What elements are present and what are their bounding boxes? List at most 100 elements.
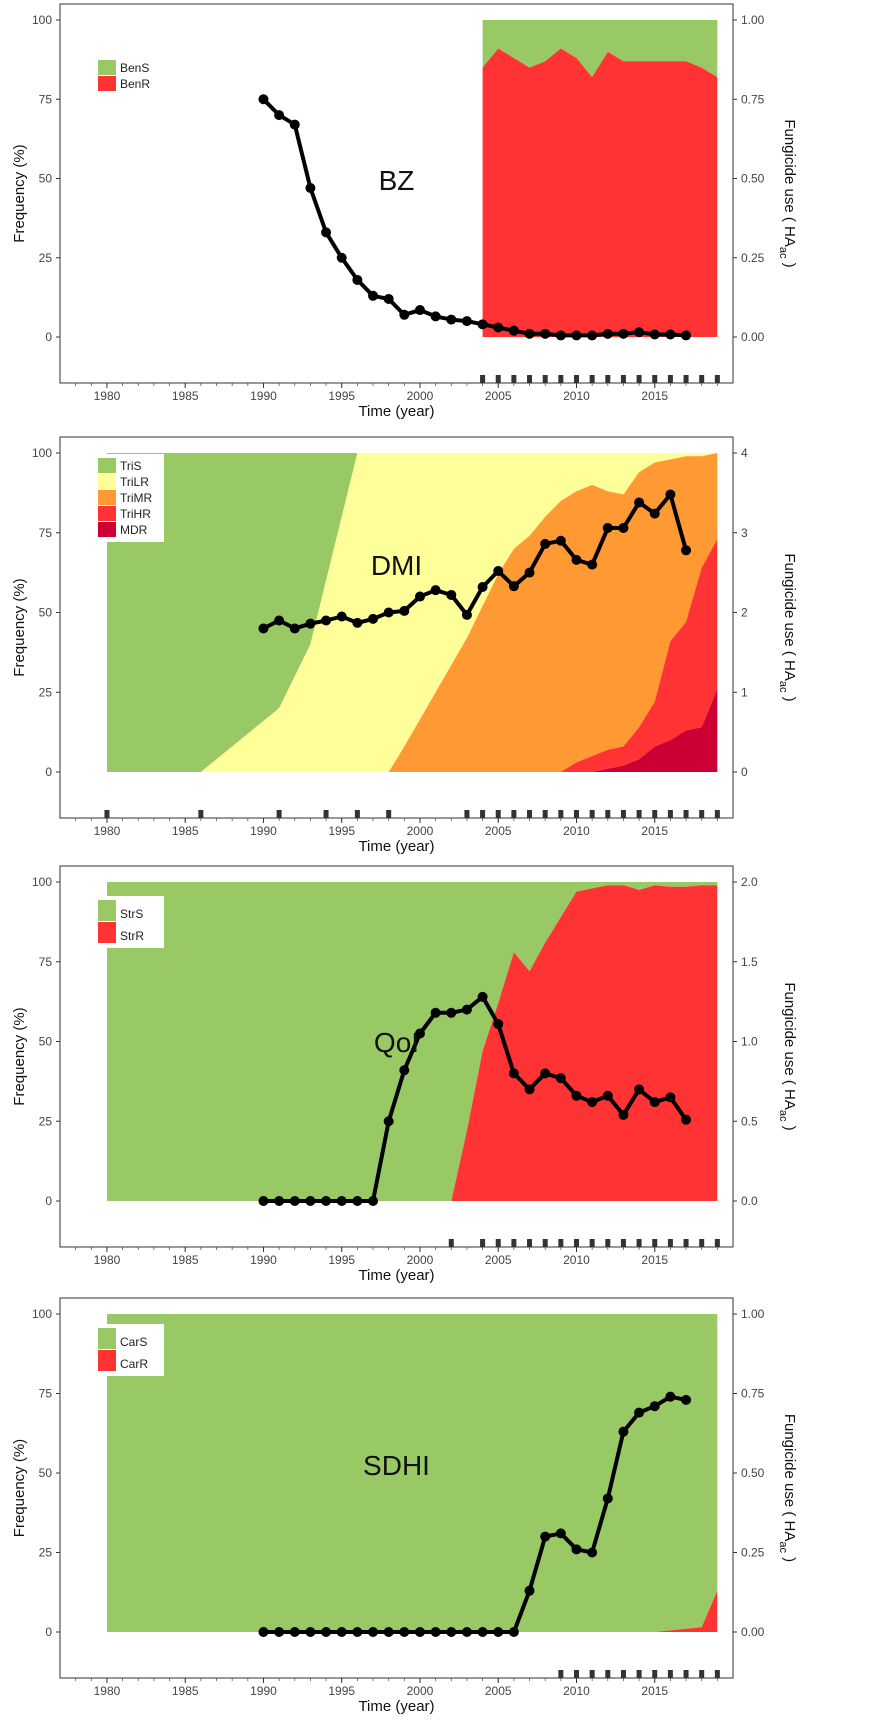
sdhi-y-axis-right-title-end: ) <box>781 1553 798 1562</box>
bz-usage-point <box>524 328 535 339</box>
dmi-ytick-right-label: 4 <box>741 446 748 460</box>
qoi-usage-point <box>352 1196 363 1206</box>
bz-y-axis-right-title-main: Fungicide use ( HA <box>781 119 798 247</box>
dmi-usage-point <box>618 522 629 533</box>
sdhi-xtick-label: 2010 <box>563 1684 590 1698</box>
sdhi-xtick-label: 2000 <box>407 1684 434 1698</box>
qoi-usage-point <box>634 1084 645 1095</box>
qoi-legend-swatch-strr <box>98 922 116 943</box>
qoi-ytick-right-label: 0.5 <box>741 1114 758 1128</box>
dmi-usage-point <box>571 554 582 565</box>
dmi-rug-mark <box>323 810 329 818</box>
dmi-usage-point <box>681 545 692 556</box>
sdhi-usage-point <box>368 1627 379 1637</box>
bz-legend-label-bens: BenS <box>120 61 149 75</box>
bz-ytick-right-label: 0.75 <box>741 92 765 106</box>
dmi-rug-mark <box>605 810 611 818</box>
qoi-rug-mark <box>667 1239 673 1247</box>
qoi-area-strs <box>107 882 718 1201</box>
dmi-usage-point <box>399 605 410 616</box>
dmi-rug-mark <box>620 810 626 818</box>
sdhi-x-axis-title: Time (year) <box>358 1698 434 1715</box>
bz-xtick-label: 1980 <box>94 389 121 403</box>
qoi-rug-mark <box>636 1239 642 1247</box>
bz-y-axis-title: Frequency (%) <box>11 144 28 242</box>
qoi-xtick-label: 1995 <box>328 1253 355 1267</box>
qoi-usage-point <box>321 1196 332 1206</box>
sdhi-usage-point <box>274 1627 285 1637</box>
qoi-rug-mark <box>589 1239 595 1247</box>
bz-rug-mark <box>527 375 533 383</box>
dmi-ytick-label: 100 <box>32 446 52 460</box>
qoi-usage-point <box>446 1007 457 1018</box>
dmi-usage-point <box>258 623 269 634</box>
qoi-usage-point <box>540 1068 551 1079</box>
sdhi-area-cars <box>107 1314 718 1632</box>
sdhi-xtick-label: 1990 <box>250 1684 277 1698</box>
qoi-legend: StrS StrR <box>94 896 164 948</box>
bz-xtick-label: 1985 <box>172 389 199 403</box>
qoi-ytick-label: 75 <box>39 955 53 969</box>
sdhi-ytick-label: 50 <box>39 1466 53 1480</box>
dmi-legend-swatch-mdr <box>98 522 116 537</box>
qoi-xtick-label: 2015 <box>641 1253 668 1267</box>
qoi-usage-point <box>383 1116 394 1127</box>
qoi-area-strr <box>107 885 718 1201</box>
qoi-rug-mark <box>620 1239 626 1247</box>
bz-usage-point <box>305 183 316 194</box>
dmi-usage-point <box>274 615 285 626</box>
dmi-rug-mark <box>464 810 470 818</box>
bz-usage-point <box>461 316 472 327</box>
qoi-ytick-right-label: 1.5 <box>741 955 758 969</box>
dmi-legend-label-mdr: MDR <box>120 523 148 537</box>
bz-rug-mark <box>511 375 517 383</box>
dmi-area-tris <box>107 453 718 772</box>
bz-rug-mark <box>480 375 486 383</box>
dmi-usage-point <box>634 497 645 508</box>
dmi-ytick-right-label: 3 <box>741 526 748 540</box>
dmi-usage-point <box>461 609 472 620</box>
qoi-y-axis-right-title-sub: ac <box>777 1110 789 1122</box>
dmi-usage-point <box>321 615 332 626</box>
dmi-usage-point <box>555 535 566 546</box>
bz-usage-point <box>618 328 629 339</box>
bz-usage-point <box>587 330 598 341</box>
dmi-ytick-label: 0 <box>45 765 52 779</box>
qoi-usage-point <box>665 1092 676 1103</box>
sdhi-rug-mark <box>573 1670 579 1678</box>
dmi-xtick-label: 2005 <box>485 824 512 838</box>
sdhi-xtick-label: 1980 <box>94 1684 121 1698</box>
bz-ytick-right-label: 0.25 <box>741 251 765 265</box>
qoi-usage-point <box>508 1068 519 1079</box>
dmi-usage-point <box>446 589 457 600</box>
sdhi-legend: CarS CarR <box>94 1324 164 1376</box>
bz-y-axis-right-title: Fungicide use ( HAac ) <box>777 119 798 267</box>
bz-ytick-label: 25 <box>39 251 53 265</box>
dmi-legend-label-trilr: TriLR <box>120 475 149 489</box>
sdhi-ytick-right-label: 0.00 <box>741 1625 765 1639</box>
sdhi-legend-label-carr: CarR <box>120 1357 148 1371</box>
sdhi-rug-mark <box>636 1670 642 1678</box>
sdhi-usage-point <box>587 1547 598 1558</box>
bz-usage-point <box>649 329 660 340</box>
dmi-usage-point <box>524 567 535 578</box>
qoi-y-axis-right-title: Fungicide use ( HAac ) <box>777 982 798 1130</box>
qoi-usage-point <box>258 1196 269 1206</box>
dmi-usage-point <box>352 617 363 628</box>
bz-usage-point <box>540 328 551 339</box>
bz-usage-point <box>274 110 285 121</box>
dmi-usage-point <box>587 559 598 570</box>
dmi-usage-point <box>336 611 347 622</box>
dmi-legend-label-trihr: TriHR <box>120 507 151 521</box>
qoi-usage-point <box>649 1097 660 1108</box>
sdhi-rug-mark <box>699 1670 705 1678</box>
dmi-usage-point <box>305 618 316 629</box>
qoi-usage-point <box>571 1090 582 1101</box>
sdhi-usage-point <box>446 1627 457 1637</box>
dmi-usage-point <box>508 581 519 592</box>
sdhi-xtick-label: 2015 <box>641 1684 668 1698</box>
qoi-usage-point <box>618 1109 629 1120</box>
sdhi-usage-point <box>649 1401 660 1412</box>
qoi-xtick-label: 1990 <box>250 1253 277 1267</box>
sdhi-y-axis-right-title-sub: ac <box>777 1541 789 1553</box>
